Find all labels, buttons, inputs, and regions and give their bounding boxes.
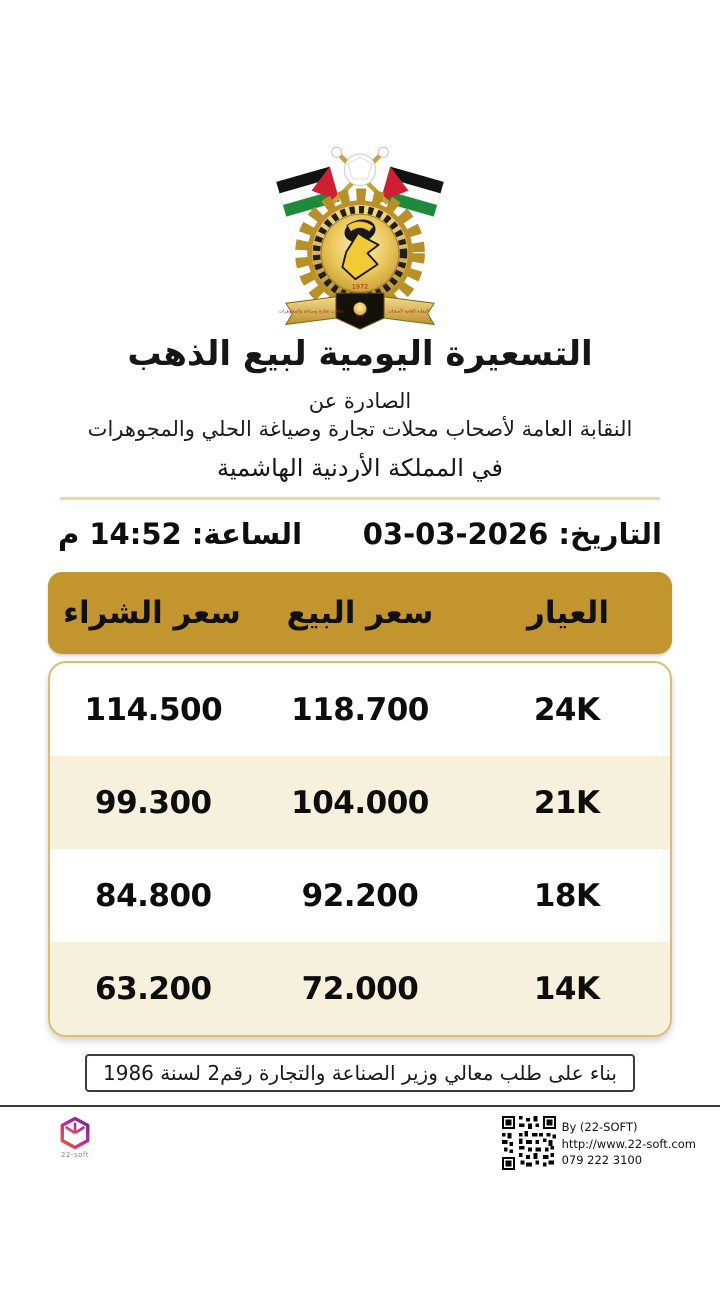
cube-logo-icon: [60, 1116, 90, 1150]
vendor-brand: 22-soft: [52, 1116, 98, 1159]
jordan-flag-left: [276, 166, 340, 217]
column-sell-price: سعر البيع: [286, 595, 434, 631]
credit-by-line: By (22-SOFT): [561, 1120, 638, 1134]
sell-price-value: 104.000: [291, 784, 429, 821]
credit-text: By (22-SOFT) http://www.22-soft.com 079 …: [562, 1116, 696, 1169]
column-buy-price: سعر الشراء: [63, 595, 241, 631]
date-field: التاريخ: 03-03-2026: [363, 517, 662, 551]
credit-phone: 079 222 3100: [561, 1153, 643, 1168]
crucible-and-map: [341, 219, 380, 281]
emblem-year: 1972: [352, 282, 368, 290]
footer-divider: [0, 1105, 720, 1107]
gold-divider: [60, 497, 660, 500]
ribbon-text-right: النقابة العامة لأصحاب: [388, 308, 429, 315]
karat-value: 24K: [533, 691, 600, 728]
buy-price-value: 63.200: [95, 970, 212, 1007]
price-table-body: 24K 118.700 114.500 21K 104.000 99.300 1…: [48, 661, 672, 1037]
pearl-icon: [343, 153, 377, 187]
buy-price-value: 99.300: [95, 784, 212, 821]
vendor-credit: By (22-SOFT) http://www.22-soft.com 079 …: [501, 1116, 696, 1170]
ministerial-footnote: بناء على طلب معالي وزير الصناعة والتجارة…: [85, 1054, 635, 1092]
time-label: الساعة:: [191, 517, 303, 551]
qr-code-icon: [501, 1116, 556, 1170]
page-title: التسعيرة اليومية لبيع الذهب: [127, 334, 593, 374]
issued-by-line: الصادرة عن: [308, 389, 412, 413]
table-row-14k: 14K 72.000 63.200: [50, 942, 670, 1035]
vendor-brand-label: 22-soft: [61, 1151, 89, 1159]
table-row-24k: 24K 118.700 114.500: [50, 663, 670, 756]
kingdom-line: في المملكة الأردنية الهاشمية: [216, 454, 504, 482]
syndicate-name: النقابة العامة لأصحاب محلات تجارة وصياغة…: [87, 417, 633, 441]
buy-price-value: 114.500: [84, 691, 223, 728]
sell-price-value: 92.200: [301, 877, 419, 914]
buy-price-value: 84.800: [95, 877, 212, 914]
karat-value: 14K: [533, 970, 600, 1007]
jordan-flag-right: [380, 166, 444, 217]
karat-value: 18K: [533, 877, 600, 914]
ribbon-text-left: محلات تجارة وصياغة والمجوهرات: [278, 309, 343, 315]
price-table: العيار سعر البيع سعر الشراء 24K 118.700 …: [48, 572, 672, 1037]
sell-price-value: 118.700: [291, 691, 429, 728]
ribbon-banner: النقابة العامة لأصحاب محلات تجارة وصياغة…: [278, 292, 436, 330]
datetime-row: التاريخ: 03-03-2026 الساعة: 14:52 م: [0, 517, 720, 551]
karat-value: 21K: [533, 784, 600, 821]
column-karat: العيار: [527, 595, 609, 631]
date-label: التاريخ:: [558, 517, 662, 551]
table-row-18k: 18K 92.200 84.800: [50, 849, 670, 942]
syndicate-emblem-icon: 1972 النقابة العامة لأصحاب محلات تجارة و…: [276, 146, 444, 330]
footer-bar: 22-soft By (22-SOFT) http://www.22-soft.…: [0, 1107, 720, 1170]
credit-url: http://www.22-soft.com: [561, 1136, 696, 1151]
table-row-21k: 21K 104.000 99.300: [50, 756, 670, 849]
syndicate-emblem: 1972 النقابة العامة لأصحاب محلات تجارة و…: [0, 0, 720, 332]
price-table-header: العيار سعر البيع سعر الشراء: [48, 572, 672, 654]
date-value: 03-03-2026: [362, 517, 549, 551]
sell-price-value: 72.000: [301, 970, 419, 1007]
time-field: الساعة: 14:52 م: [58, 517, 302, 551]
time-value: 14:52 م: [58, 517, 182, 551]
